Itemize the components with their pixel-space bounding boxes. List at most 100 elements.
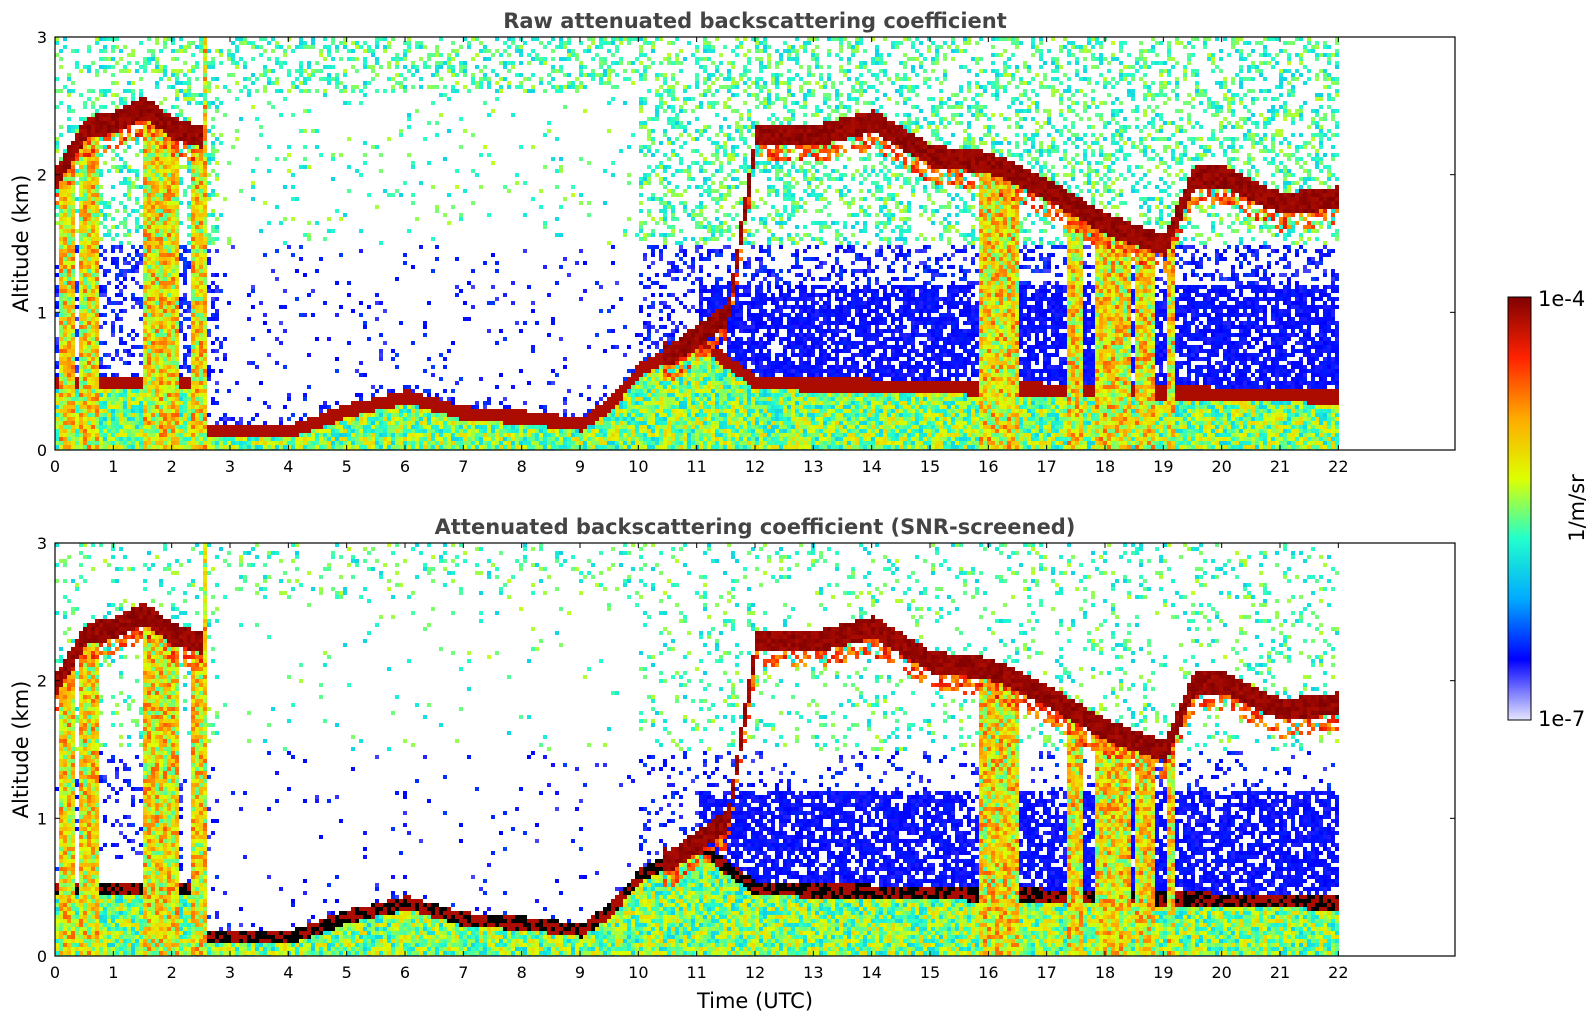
heatmap-cell bbox=[119, 109, 123, 113]
heatmap-cell bbox=[63, 165, 67, 169]
heatmap-cell bbox=[179, 437, 183, 441]
heatmap-cell bbox=[87, 277, 91, 281]
heatmap-cell bbox=[463, 429, 467, 433]
heatmap-cell bbox=[175, 421, 179, 425]
heatmap-cell bbox=[159, 209, 163, 213]
heatmap-cell bbox=[199, 193, 203, 197]
heatmap-cell bbox=[119, 317, 123, 321]
heatmap-cell bbox=[55, 137, 59, 141]
heatmap-cell bbox=[147, 277, 151, 281]
heatmap-cell bbox=[135, 425, 139, 429]
heatmap-cell bbox=[87, 425, 91, 429]
heatmap-cell bbox=[99, 289, 103, 293]
heatmap-cell bbox=[55, 181, 59, 185]
heatmap-cell bbox=[131, 329, 135, 333]
heatmap-cell bbox=[63, 417, 67, 421]
heatmap-cell bbox=[607, 73, 611, 77]
heatmap-cell bbox=[111, 329, 115, 333]
heatmap-cell bbox=[127, 213, 131, 217]
heatmap-cell bbox=[287, 45, 291, 49]
heatmap-cell bbox=[159, 433, 163, 437]
heatmap-cell bbox=[219, 341, 223, 345]
heatmap-cell bbox=[115, 413, 119, 417]
heatmap-cell bbox=[363, 429, 367, 433]
heatmap-cell bbox=[159, 269, 163, 273]
heatmap-cell bbox=[59, 261, 63, 265]
heatmap-cell bbox=[595, 281, 599, 285]
heatmap-cell bbox=[323, 401, 327, 405]
heatmap-cell bbox=[223, 425, 227, 429]
heatmap-cell bbox=[147, 317, 151, 321]
heatmap-cell bbox=[407, 393, 411, 397]
heatmap-cell bbox=[79, 93, 83, 97]
heatmap-cell bbox=[439, 421, 443, 425]
heatmap-cell bbox=[67, 309, 71, 313]
heatmap-cell bbox=[83, 385, 87, 389]
heatmap-cell bbox=[567, 417, 571, 421]
heatmap-cell bbox=[563, 41, 567, 45]
heatmap-cell bbox=[147, 337, 151, 341]
heatmap-cell bbox=[103, 365, 107, 369]
heatmap-cell bbox=[607, 445, 611, 449]
heatmap-cell bbox=[307, 429, 311, 433]
heatmap-cell bbox=[475, 53, 479, 57]
heatmap-cell bbox=[407, 417, 411, 421]
heatmap-cell bbox=[191, 97, 195, 101]
heatmap-cell bbox=[423, 425, 427, 429]
heatmap-cell bbox=[151, 329, 155, 333]
heatmap-cell bbox=[115, 393, 119, 397]
heatmap-cell bbox=[287, 437, 291, 441]
heatmap-cell bbox=[87, 181, 91, 185]
heatmap-cell bbox=[239, 437, 243, 441]
heatmap-cell bbox=[83, 349, 87, 353]
heatmap-cell bbox=[247, 93, 251, 97]
heatmap-cell bbox=[415, 109, 419, 113]
heatmap-cell bbox=[83, 309, 87, 313]
heatmap-cell bbox=[119, 245, 123, 249]
heatmap-cell bbox=[411, 193, 415, 197]
heatmap-cell bbox=[231, 445, 235, 449]
heatmap-cell bbox=[539, 81, 543, 85]
heatmap-cell bbox=[395, 437, 399, 441]
heatmap-cell bbox=[175, 245, 179, 249]
heatmap-cell bbox=[287, 245, 291, 249]
heatmap-cell bbox=[191, 333, 195, 337]
heatmap-cell bbox=[151, 261, 155, 265]
heatmap-cell bbox=[299, 73, 303, 77]
heatmap-cell bbox=[379, 413, 383, 417]
heatmap-cell bbox=[235, 425, 239, 429]
heatmap-cell bbox=[103, 401, 107, 405]
heatmap-cell bbox=[63, 237, 67, 241]
heatmap-cell bbox=[87, 389, 91, 393]
heatmap-cell bbox=[303, 157, 307, 161]
heatmap-cell bbox=[587, 425, 591, 429]
heatmap-cell bbox=[67, 145, 71, 149]
heatmap-cell bbox=[107, 405, 111, 409]
heatmap-cell bbox=[403, 41, 407, 45]
heatmap-cell bbox=[91, 417, 95, 421]
heatmap-cell bbox=[359, 401, 363, 405]
heatmap-cell bbox=[239, 421, 243, 425]
heatmap-cell bbox=[195, 133, 199, 137]
heatmap-cell bbox=[459, 145, 463, 149]
heatmap-cell bbox=[431, 373, 435, 377]
heatmap-cell bbox=[79, 297, 83, 301]
heatmap-cell bbox=[471, 285, 475, 289]
heatmap-cell bbox=[343, 445, 347, 449]
heatmap-cell bbox=[135, 217, 139, 221]
heatmap-cell bbox=[147, 177, 151, 181]
heatmap-cell bbox=[103, 49, 107, 53]
heatmap-cell bbox=[411, 73, 415, 77]
heatmap-cell bbox=[143, 401, 147, 405]
heatmap-cell bbox=[59, 433, 63, 437]
heatmap-cell bbox=[71, 197, 75, 201]
heatmap-cell bbox=[87, 265, 91, 269]
heatmap-cell bbox=[251, 45, 255, 49]
heatmap-cell bbox=[123, 113, 127, 117]
heatmap-cell bbox=[251, 337, 255, 341]
heatmap-cell bbox=[519, 413, 523, 417]
heatmap-cell bbox=[79, 413, 83, 417]
heatmap-cell bbox=[63, 361, 67, 365]
heatmap-cell bbox=[495, 445, 499, 449]
heatmap-cell bbox=[183, 125, 187, 129]
